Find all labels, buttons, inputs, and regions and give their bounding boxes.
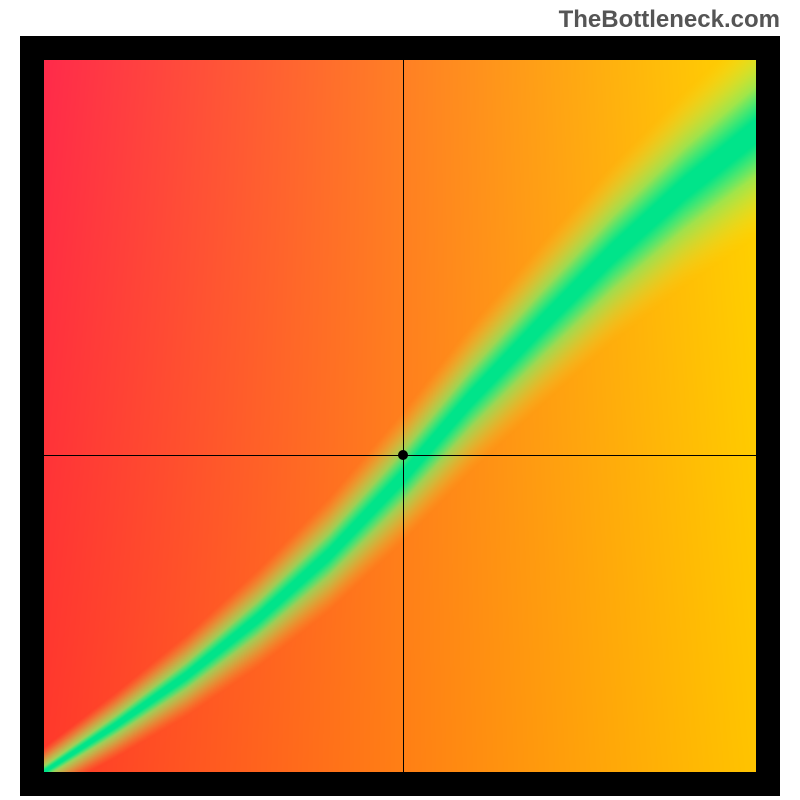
watermark-text: TheBottleneck.com [559,6,780,34]
heatmap-canvas [44,60,756,772]
chart-container: TheBottleneck.com [0,0,800,800]
plot-area [44,60,756,772]
crosshair-marker [398,450,408,460]
chart-frame [20,36,780,796]
crosshair-vertical [403,60,404,772]
